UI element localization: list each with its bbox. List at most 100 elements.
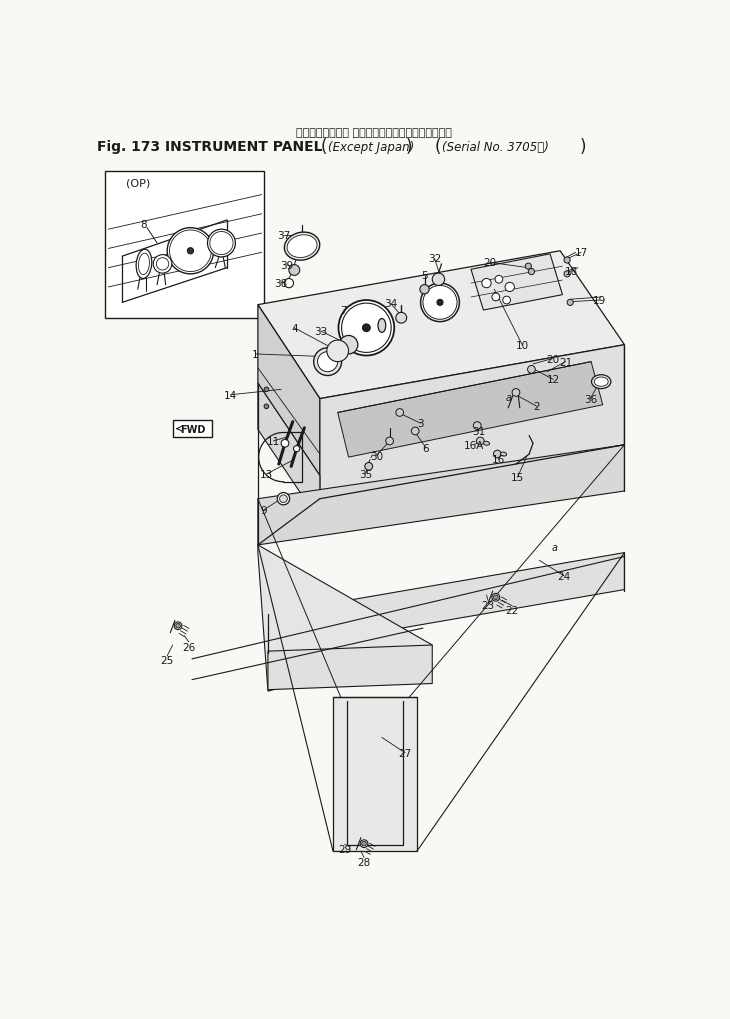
- Text: 6: 6: [423, 443, 429, 453]
- Text: 38: 38: [274, 279, 287, 288]
- Text: 36: 36: [584, 394, 597, 405]
- Polygon shape: [258, 384, 320, 523]
- Text: 20: 20: [483, 258, 496, 268]
- Circle shape: [174, 623, 182, 630]
- Circle shape: [567, 300, 573, 306]
- Text: FWD: FWD: [180, 424, 205, 434]
- Ellipse shape: [285, 233, 320, 261]
- Circle shape: [284, 279, 293, 288]
- Ellipse shape: [136, 250, 152, 279]
- Circle shape: [423, 286, 457, 320]
- Bar: [174, 421, 212, 438]
- Circle shape: [293, 446, 300, 452]
- Text: 31: 31: [472, 427, 485, 436]
- Text: 23: 23: [481, 600, 495, 610]
- Text: 18: 18: [565, 267, 578, 276]
- Circle shape: [432, 274, 445, 286]
- Circle shape: [385, 438, 393, 445]
- Circle shape: [492, 594, 499, 601]
- Text: 2: 2: [534, 401, 540, 412]
- Text: 20: 20: [546, 355, 559, 364]
- Circle shape: [207, 230, 235, 258]
- Circle shape: [169, 230, 212, 272]
- Text: 22: 22: [505, 605, 519, 615]
- Text: a: a: [552, 543, 558, 552]
- Text: 37: 37: [277, 231, 290, 242]
- Text: 26: 26: [182, 642, 196, 652]
- Text: 5: 5: [421, 271, 428, 281]
- Text: (OP): (OP): [126, 178, 150, 189]
- Circle shape: [176, 624, 180, 629]
- Text: Fig. 173 INSTRUMENT PANEL: Fig. 173 INSTRUMENT PANEL: [97, 140, 323, 154]
- Text: インスツルメント パネル（海　外　向）（適用号機: インスツルメント パネル（海 外 向）（適用号機: [296, 128, 452, 138]
- Text: 24: 24: [558, 571, 571, 581]
- Text: (: (: [434, 138, 441, 156]
- Circle shape: [411, 428, 419, 435]
- Circle shape: [505, 283, 515, 292]
- Circle shape: [493, 595, 498, 600]
- Polygon shape: [320, 345, 624, 499]
- Circle shape: [396, 313, 407, 324]
- Text: 16: 16: [492, 454, 505, 465]
- Circle shape: [314, 348, 342, 376]
- Text: 35: 35: [359, 470, 372, 480]
- Text: 34: 34: [384, 299, 397, 309]
- Circle shape: [503, 297, 510, 305]
- Ellipse shape: [287, 235, 317, 258]
- Text: 9: 9: [260, 505, 266, 516]
- Circle shape: [327, 340, 348, 363]
- Text: 12: 12: [547, 375, 560, 385]
- Text: 30: 30: [370, 451, 383, 462]
- Text: (: (: [320, 138, 327, 156]
- Circle shape: [420, 285, 429, 294]
- Circle shape: [339, 336, 358, 355]
- Text: 21: 21: [559, 358, 572, 367]
- Text: 11: 11: [266, 436, 280, 446]
- Text: 16A: 16A: [464, 440, 484, 450]
- Circle shape: [277, 493, 290, 505]
- Circle shape: [281, 440, 289, 447]
- Circle shape: [362, 842, 366, 846]
- Polygon shape: [258, 445, 624, 545]
- Circle shape: [437, 300, 443, 306]
- Text: 39: 39: [280, 261, 293, 270]
- Text: (Except Japan): (Except Japan): [328, 141, 414, 154]
- Text: 15: 15: [511, 473, 524, 483]
- Text: 19: 19: [593, 296, 607, 306]
- Polygon shape: [333, 698, 417, 852]
- Text: 7: 7: [341, 306, 347, 316]
- Circle shape: [420, 284, 459, 322]
- Text: a: a: [505, 392, 511, 403]
- Circle shape: [528, 366, 535, 374]
- Circle shape: [564, 271, 570, 277]
- Circle shape: [342, 304, 391, 353]
- Circle shape: [188, 249, 193, 255]
- Text: 28: 28: [358, 857, 371, 867]
- Text: 13: 13: [260, 470, 273, 480]
- Ellipse shape: [483, 442, 490, 445]
- Polygon shape: [258, 252, 624, 399]
- Polygon shape: [268, 645, 432, 690]
- Ellipse shape: [594, 378, 608, 387]
- Polygon shape: [338, 363, 603, 458]
- Text: 25: 25: [161, 656, 174, 665]
- Circle shape: [156, 259, 169, 271]
- Circle shape: [360, 840, 368, 848]
- Circle shape: [167, 228, 214, 274]
- Circle shape: [512, 389, 520, 396]
- Circle shape: [529, 269, 534, 275]
- Text: 27: 27: [399, 748, 412, 758]
- Polygon shape: [268, 553, 624, 651]
- Ellipse shape: [139, 254, 150, 275]
- Circle shape: [564, 258, 570, 264]
- Text: ): ): [406, 138, 412, 156]
- Circle shape: [210, 232, 233, 256]
- Circle shape: [339, 301, 394, 356]
- Circle shape: [289, 265, 300, 276]
- Text: 10: 10: [515, 340, 529, 351]
- Circle shape: [264, 387, 269, 392]
- Circle shape: [492, 293, 499, 302]
- Circle shape: [318, 353, 338, 372]
- Ellipse shape: [378, 319, 385, 333]
- Text: 32: 32: [428, 254, 441, 264]
